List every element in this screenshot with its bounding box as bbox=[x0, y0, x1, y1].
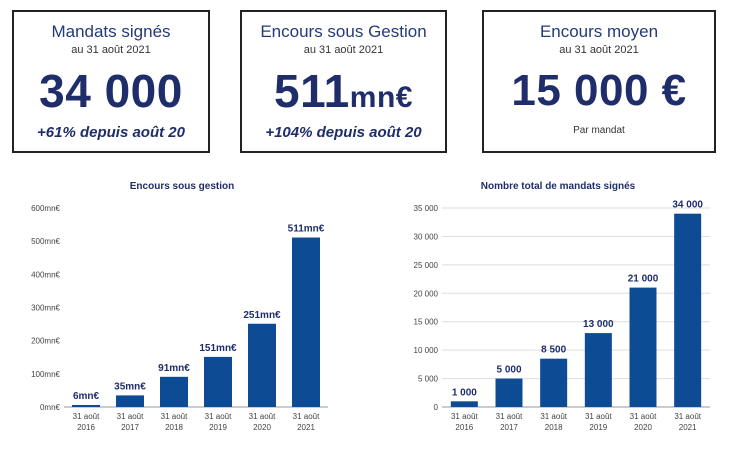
x-tick-label-line-1: 31 août bbox=[205, 412, 232, 421]
y-tick-label: 600mn€ bbox=[31, 204, 60, 213]
y-tick-label: 0mn€ bbox=[40, 403, 61, 412]
y-tick-label: 20 000 bbox=[414, 289, 439, 298]
x-tick-label-line-2: 2016 bbox=[77, 423, 95, 432]
bar bbox=[629, 287, 657, 407]
data-label: 21 000 bbox=[628, 274, 659, 285]
kpi-subtitle: au 31 août 2021 bbox=[71, 44, 151, 56]
chart-title: Nombre total de mandats signés bbox=[481, 181, 636, 192]
y-tick-label: 0 bbox=[434, 403, 439, 412]
x-tick-label-line-2: 2018 bbox=[165, 423, 183, 432]
x-tick-label-line-1: 31 août bbox=[540, 412, 567, 421]
data-label: 151mn€ bbox=[199, 343, 237, 354]
chart-mandats-signes: Nombre total de mandats signés 0 5 000 10 0… bbox=[380, 178, 716, 440]
x-tick-label-line-2: 2017 bbox=[500, 423, 518, 432]
data-label: 8 500 bbox=[541, 345, 566, 356]
x-tick-label-line-2: 2020 bbox=[634, 423, 652, 432]
kpi-value: 511mn€ bbox=[242, 64, 445, 118]
bar bbox=[116, 395, 144, 407]
bar bbox=[450, 401, 478, 407]
kpi-value-number: 34 000 bbox=[39, 65, 183, 117]
x-tick-label-line-1: 31 août bbox=[630, 412, 657, 421]
x-tick-label-line-2: 2021 bbox=[297, 423, 315, 432]
x-tick-label-line-1: 31 août bbox=[496, 412, 523, 421]
data-label: 91mn€ bbox=[158, 363, 190, 374]
y-tick-label: 100mn€ bbox=[31, 370, 60, 379]
bar bbox=[160, 376, 188, 407]
bar-chart-encours: Encours sous gestion 0mn€ 100mn€ 200mn€ 300m… bbox=[31, 181, 328, 432]
kpi-title: Encours sous Gestion bbox=[260, 22, 427, 41]
x-tick-label-line-2: 2020 bbox=[253, 423, 271, 432]
kpi-value-number: 511 bbox=[274, 65, 350, 117]
x-tick-label-line-2: 2021 bbox=[679, 423, 697, 432]
kpi-subtitle: au 31 août 2021 bbox=[559, 44, 639, 56]
kpi-subtitle: au 31 août 2021 bbox=[303, 44, 384, 56]
kpi-value-number: 15 000 € bbox=[511, 66, 687, 115]
x-tick-label-line-2: 2017 bbox=[121, 423, 139, 432]
kpi-growth: +61% depuis août 20 bbox=[37, 124, 185, 141]
x-tick-label-line-2: 2019 bbox=[589, 423, 607, 432]
data-label: 34 000 bbox=[672, 200, 703, 211]
y-tick-label: 35 000 bbox=[414, 204, 439, 213]
y-tick-label: 15 000 bbox=[414, 318, 439, 327]
x-tick-label-line-2: 2018 bbox=[545, 423, 563, 432]
bar-chart-mandats: Nombre total de mandats signés 0 5 000 10 0… bbox=[414, 181, 710, 432]
y-tick-label: 30 000 bbox=[414, 232, 439, 241]
bar bbox=[584, 333, 612, 407]
y-tick-label: 200mn€ bbox=[31, 337, 60, 346]
bar bbox=[495, 378, 523, 407]
x-tick-label-line-1: 31 août bbox=[293, 412, 320, 421]
y-tick-label: 300mn€ bbox=[31, 304, 60, 313]
kpi-note: Par mandat bbox=[573, 125, 625, 136]
data-label: 35mn€ bbox=[114, 381, 146, 392]
kpi-value-unit: mn€ bbox=[349, 81, 413, 114]
bar bbox=[204, 356, 232, 407]
kpi-value: 15 000 € bbox=[484, 66, 714, 116]
y-tick-label: 400mn€ bbox=[31, 270, 60, 279]
kpi-value: 34 000 bbox=[14, 64, 208, 118]
x-tick-label-line-1: 31 août bbox=[117, 412, 144, 421]
kpi-title: Encours moyen bbox=[539, 22, 659, 41]
bar bbox=[540, 358, 568, 407]
bar bbox=[72, 405, 100, 407]
x-tick-label-line-1: 31 août bbox=[674, 412, 701, 421]
y-tick-label: 5 000 bbox=[418, 375, 439, 384]
bar bbox=[674, 213, 702, 407]
x-tick-label-line-1: 31 août bbox=[73, 412, 100, 421]
chart-encours-sous-gestion: Encours sous gestion 0mn€ 100mn€ 200mn€ 300m… bbox=[10, 178, 330, 440]
x-tick-label-line-1: 31 août bbox=[249, 412, 276, 421]
chart-title: Encours sous gestion bbox=[130, 181, 234, 192]
x-tick-label-line-1: 31 août bbox=[161, 412, 188, 421]
data-label: 5 000 bbox=[496, 365, 521, 376]
data-label: 13 000 bbox=[583, 319, 614, 330]
kpi-card-encours-moyen: Encours moyen au 31 août 2021 15 000 € P… bbox=[482, 10, 716, 153]
x-tick-label-line-1: 31 août bbox=[451, 412, 478, 421]
kpi-card-encours: Encours sous Gestion au 31 août 2021 511… bbox=[240, 10, 447, 153]
x-tick-label-line-2: 2016 bbox=[455, 423, 473, 432]
bar bbox=[292, 237, 320, 407]
kpi-growth: +104% depuis août 20 bbox=[265, 124, 422, 141]
y-tick-label: 10 000 bbox=[414, 346, 439, 355]
x-tick-label-line-1: 31 août bbox=[585, 412, 612, 421]
bar bbox=[248, 323, 276, 407]
data-label: 511mn€ bbox=[288, 224, 325, 235]
data-label: 251mn€ bbox=[243, 310, 281, 321]
x-tick-label-line-2: 2019 bbox=[209, 423, 227, 432]
data-label: 6mn€ bbox=[73, 391, 100, 402]
y-tick-label: 25 000 bbox=[414, 261, 439, 270]
data-label: 1 000 bbox=[452, 387, 477, 398]
kpi-card-mandats: Mandats signés au 31 août 2021 34 000 +6… bbox=[12, 10, 210, 153]
y-tick-label: 500mn€ bbox=[31, 237, 60, 246]
kpi-title: Mandats signés bbox=[51, 22, 171, 41]
